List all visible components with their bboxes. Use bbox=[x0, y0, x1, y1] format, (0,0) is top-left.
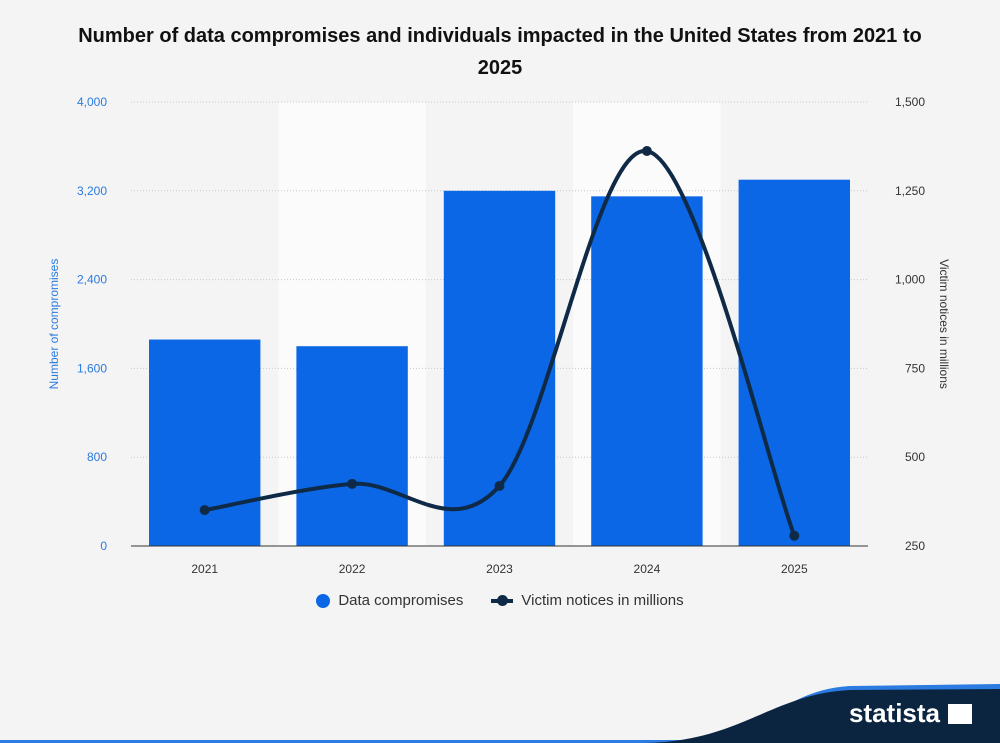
y-right-tick: 500 bbox=[905, 450, 925, 464]
victim-point-2021 bbox=[199, 505, 210, 516]
y-right-tick: 1,250 bbox=[895, 184, 925, 198]
legend-item-compromises[interactable]: Data compromises bbox=[316, 592, 463, 609]
y-left-label: Number of compromises bbox=[47, 259, 61, 390]
statista-mark-icon bbox=[948, 703, 972, 724]
x-tick: 2021 bbox=[191, 562, 218, 576]
bar-2024 bbox=[591, 196, 703, 546]
x-tick: 2022 bbox=[339, 562, 366, 576]
victim-line bbox=[204, 149, 797, 537]
y-right-tick: 1,500 bbox=[895, 95, 925, 109]
legend: Data compromises Victim notices in milli… bbox=[0, 592, 1000, 609]
bar-2025 bbox=[738, 179, 850, 546]
y-right-tick: 750 bbox=[905, 361, 925, 375]
victim-point-2025 bbox=[789, 530, 800, 541]
y-right-tick: 250 bbox=[905, 539, 925, 553]
y-left-tick: 4,000 bbox=[77, 95, 107, 109]
x-tick: 2024 bbox=[634, 562, 661, 576]
y-left-tick: 1,600 bbox=[77, 361, 107, 375]
legend-line-icon bbox=[491, 594, 514, 606]
y-right-label: Victim notices in millions bbox=[937, 259, 951, 389]
legend-label: Victim notices in millions bbox=[521, 592, 684, 609]
victim-point-2022 bbox=[347, 478, 358, 489]
y-left-tick: 3,200 bbox=[77, 184, 107, 198]
legend-dot-icon bbox=[316, 593, 331, 608]
y-right-tick: 1,000 bbox=[895, 273, 925, 287]
bar-2023 bbox=[443, 190, 556, 547]
x-tick: 2025 bbox=[781, 562, 808, 576]
bar-2022 bbox=[296, 346, 408, 546]
victim-point-2024 bbox=[641, 146, 652, 157]
legend-label: Data compromises bbox=[338, 592, 464, 609]
y-left-tick: 800 bbox=[87, 450, 107, 464]
x-tick: 2023 bbox=[486, 562, 513, 576]
y-left-tick: 0 bbox=[100, 539, 107, 553]
chart-title: Number of data compromises and individua… bbox=[78, 25, 922, 79]
statista-logo: statista bbox=[849, 698, 972, 729]
victim-point-2023 bbox=[494, 480, 505, 491]
legend-item-victims[interactable]: Victim notices in millions bbox=[491, 592, 684, 609]
y-left-tick: 2,400 bbox=[77, 273, 107, 287]
